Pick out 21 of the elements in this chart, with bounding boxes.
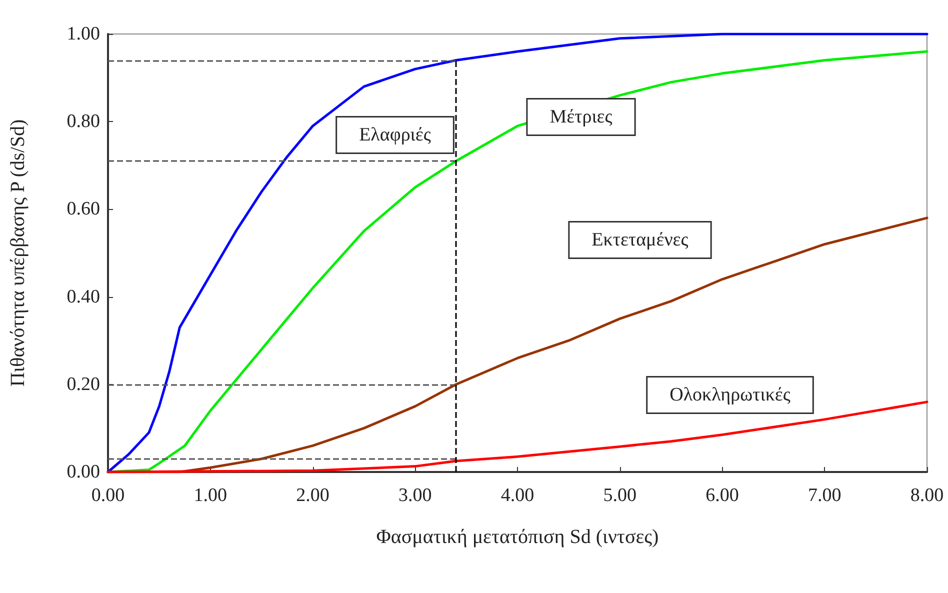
y-tick-label: 0.40 [66,286,100,308]
y-axis-title: Πιθανότητα υπέρβασης P (ds/Sd) [7,119,29,387]
y-tick-label: 0.20 [66,374,100,395]
series-label: Ολοκληρωτικές [670,384,791,406]
y-tick-label: 0.80 [66,111,100,132]
x-tick-label: 7.00 [808,485,842,506]
y-tick-label: 0.00 [66,462,100,482]
text: Εκτεταμένες [592,230,689,250]
x-tick-label: 0.00 [91,485,125,506]
x-tick-label: 4.00 [500,485,534,506]
x-tick-label: 2.00 [296,485,330,506]
y-tick-label: 0.60 [66,198,100,220]
x-tick-label: 6.00 [706,485,739,506]
x-tick-label: 8.00 [910,485,944,506]
series-label: Μέτριες [550,106,613,128]
x-axis-title: Φασματική μετατόπιση Sd (ιντσες) [376,526,659,548]
series-label: Ελαφριές [359,124,432,146]
y-tick-label: 1.00 [66,24,100,44]
x-tick-label: 5.00 [603,485,636,506]
x-tick-label: 3.00 [398,485,432,506]
x-tick-label: 1.00 [194,485,227,506]
